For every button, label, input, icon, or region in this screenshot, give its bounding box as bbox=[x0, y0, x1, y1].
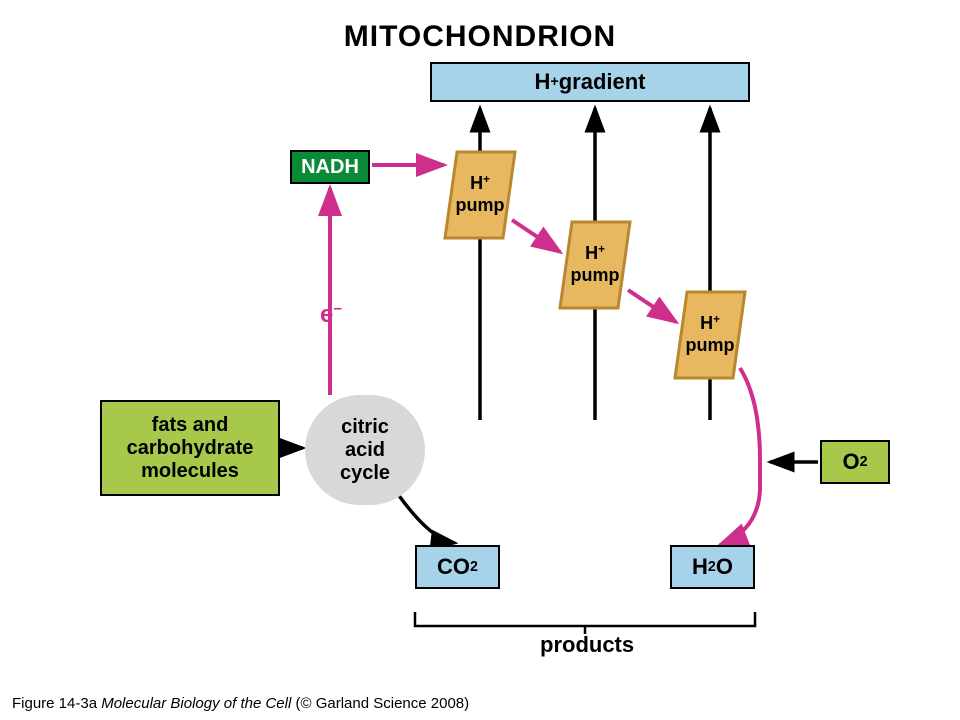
svg-text:H+pump: H+pump bbox=[456, 173, 505, 216]
diagram-stage: MITOCHONDRION H+pump H+pump H+pump H+ grad… bbox=[0, 0, 960, 720]
citric-acid-cycle-node: citricacidcycle bbox=[305, 395, 425, 505]
fats-carbohydrate-box: fats andcarbohydratemolecules bbox=[100, 400, 280, 496]
electron-label: e– bbox=[320, 300, 342, 329]
arrow-layer: H+pump H+pump H+pump bbox=[0, 0, 960, 720]
h2o-box: H2O bbox=[670, 545, 755, 589]
svg-text:H+pump: H+pump bbox=[686, 313, 735, 356]
products-label: products bbox=[540, 632, 634, 658]
nadh-box: NADH bbox=[290, 150, 370, 184]
o2-box: O2 bbox=[820, 440, 890, 484]
co2-box: CO2 bbox=[415, 545, 500, 589]
h-gradient-box: H+ gradient bbox=[430, 62, 750, 102]
figure-caption: Figure 14-3a Molecular Biology of the Ce… bbox=[12, 695, 469, 712]
diagram-title: MITOCHONDRION bbox=[0, 20, 960, 54]
svg-text:H+pump: H+pump bbox=[571, 243, 620, 286]
